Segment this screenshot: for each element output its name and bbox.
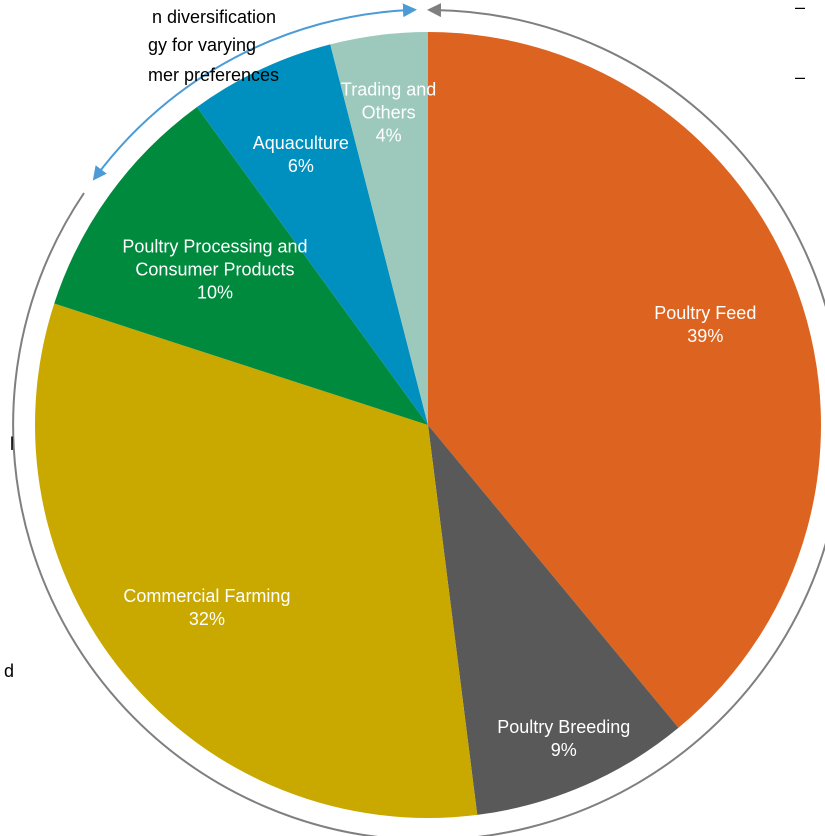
background-text: l xyxy=(10,434,14,454)
background-text: d xyxy=(4,661,14,681)
category-label: Poultry Feed xyxy=(605,302,805,325)
value-label: 9% xyxy=(464,739,664,762)
category-label: Poultry Breeding xyxy=(464,716,664,739)
pie xyxy=(35,32,821,818)
background-text: n diversification xyxy=(152,7,276,27)
value-label: 4% xyxy=(334,125,444,148)
background-text: – xyxy=(795,0,805,17)
value-label: 39% xyxy=(605,325,805,348)
background-text: – xyxy=(795,67,805,87)
slice-label: Poultry Processing and Consumer Products… xyxy=(85,236,345,305)
category-label: Commercial Farming xyxy=(77,585,337,608)
slide: n diversification gy for varying mer prefe… xyxy=(0,0,825,836)
background-text: mer preferences xyxy=(148,65,279,85)
value-label: 6% xyxy=(221,155,381,178)
category-label: Trading and Others xyxy=(334,79,444,125)
value-label: 10% xyxy=(85,282,345,305)
background-text: gy for varying xyxy=(148,35,256,55)
value-label: 32% xyxy=(77,608,337,631)
category-label: Poultry Processing and Consumer Products xyxy=(85,236,345,282)
